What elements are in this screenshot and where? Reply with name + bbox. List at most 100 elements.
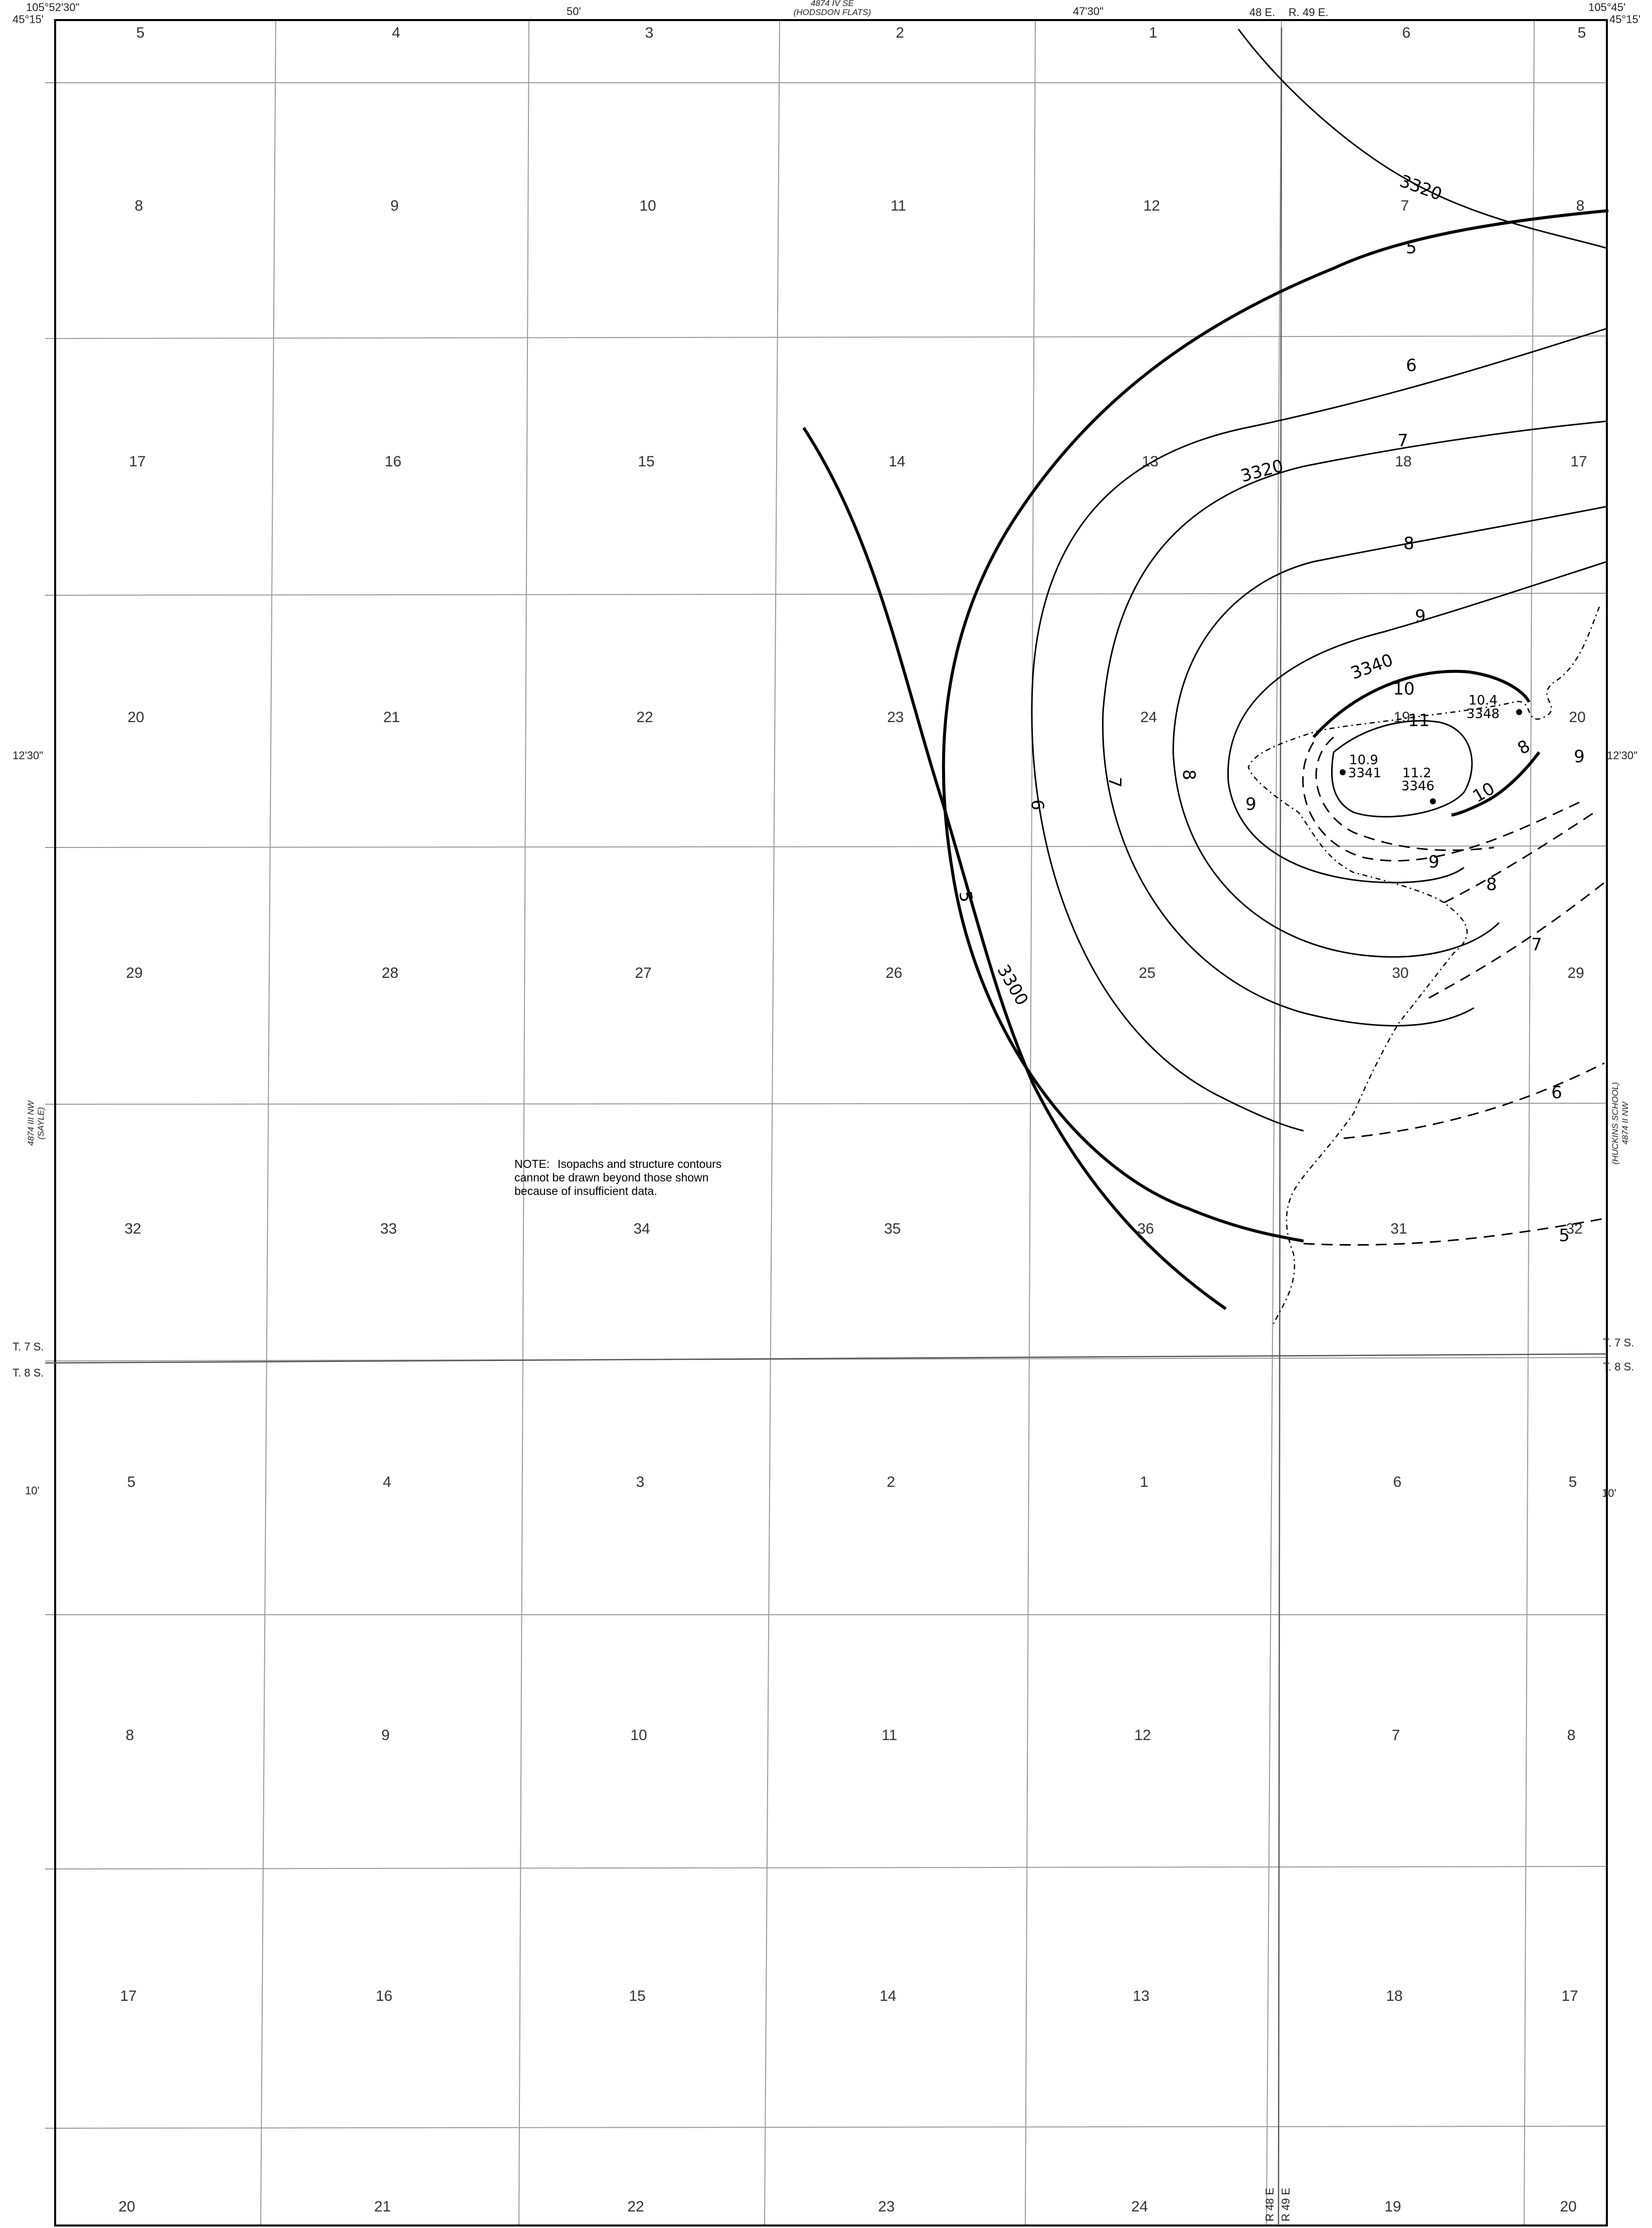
section-line-vertical [1266, 20, 1282, 2226]
isopach-9 [1227, 561, 1607, 884]
range-bottom-right: R 49 E [1279, 2188, 1292, 2221]
section-line-horizontal [45, 1357, 1607, 1361]
label-iso-6: 6 [1406, 356, 1417, 376]
section-number: 23 [887, 709, 903, 726]
township-left-upper: T. 7 S. [13, 1340, 44, 1353]
section-number: 17 [120, 1988, 136, 2004]
section-number: 11 [881, 1727, 897, 1744]
section-number: 34 [633, 1221, 650, 1237]
label-iso-6-south: 6 [1551, 1083, 1562, 1103]
section-number: 5 [136, 25, 145, 41]
section-number: 1 [1149, 25, 1158, 41]
inferred-contour-5 [1303, 1218, 1605, 1246]
well-3: 11.2 3346 [1401, 766, 1436, 804]
section-number: 28 [382, 965, 398, 981]
section-number: 20 [1569, 709, 1585, 726]
section-number: 33 [380, 1221, 397, 1237]
section-line-horizontal [45, 2126, 1607, 2129]
label-iso-6-west: 6 [1027, 799, 1047, 810]
label-iso-9-west: 9 [1245, 794, 1256, 814]
section-number: 6 [1402, 25, 1411, 41]
left-tick-1230: 12'30" [13, 749, 43, 762]
well-2-elevation: 3341 [1348, 766, 1381, 781]
section-number: 9 [382, 1727, 390, 1744]
corner-top-left-lat: 45°15' [13, 13, 44, 26]
section-number: 29 [1567, 965, 1584, 981]
section-number: 11 [890, 198, 906, 214]
well-1: 10.4 3348 [1466, 693, 1522, 722]
section-number: 22 [627, 2198, 644, 2215]
section-number: 24 [1140, 709, 1157, 726]
section-line-horizontal [45, 1866, 1607, 1869]
township-right-upper: T. 7 S. [1603, 1336, 1634, 1349]
label-iso-9-south: 9 [1428, 852, 1439, 872]
right-tick-1230: 12'30" [1607, 749, 1637, 762]
label-3340: 3340 [1348, 650, 1396, 683]
left-tick-10: 10' [25, 1484, 40, 1497]
township-left-lower: T. 8 S. [13, 1366, 44, 1379]
township-right-lower: T. 8 S. [1603, 1360, 1634, 1373]
section-number: 9 [391, 198, 399, 214]
well-1-symbol [1516, 709, 1522, 715]
section-number: 3 [645, 25, 654, 41]
section-number: 8 [135, 198, 143, 214]
section-number: 10 [630, 1727, 647, 1744]
section-number: 15 [629, 1988, 645, 2004]
well-2-symbol [1340, 769, 1346, 775]
section-number: 4 [383, 1474, 392, 1490]
section-number: 3 [636, 1474, 645, 1490]
section-number: 14 [879, 1988, 896, 2004]
label-iso-5: 5 [1406, 238, 1417, 258]
section-number: 5 [127, 1474, 136, 1490]
well-2-thickness: 10.9 [1349, 753, 1378, 768]
section-number: 17 [129, 453, 145, 470]
section-number: 2 [887, 1474, 895, 1490]
corner-top-left-lon: 105°52'30" [26, 1, 79, 14]
section-number: 20 [118, 2198, 135, 2215]
section-number: 5 [1569, 1474, 1577, 1490]
section-number: 32 [124, 1221, 141, 1237]
label-iso-11: 11 [1408, 711, 1429, 731]
section-number: 21 [374, 2198, 391, 2215]
inferred-contour-6 [1343, 1062, 1605, 1139]
label-iso-5-west: 5 [955, 890, 976, 904]
section-number: 2 [896, 25, 904, 41]
data-limit-line [1247, 606, 1600, 1324]
isopach-11 [1331, 720, 1473, 818]
section-number: 17 [1570, 453, 1587, 470]
section-number: 17 [1561, 1988, 1578, 2004]
section-number: 23 [878, 2198, 894, 2215]
section-number: 14 [888, 453, 905, 470]
section-number: 21 [383, 709, 400, 726]
corner-top-right-lat: 45°15' [1609, 13, 1640, 26]
isopach-7 [1102, 420, 1607, 1026]
section-line-vertical [764, 20, 780, 2226]
label-iso-10-south: 10 [1470, 778, 1498, 806]
range-top-left: 48 E. [1249, 6, 1275, 19]
section-line-vertical [1524, 20, 1535, 2226]
adjoining-left-line2: (SAYLE) [36, 1107, 46, 1140]
map-note: NOTE: Isopachs and structure contours can… [514, 1157, 755, 1198]
range-top-right: R. 49 E. [1289, 6, 1328, 19]
section-line-vertical [518, 20, 529, 2226]
top-tick-50: 50' [567, 5, 581, 18]
well-data-points: 10.4 3348 10.9 3341 11.2 3346 [1340, 693, 1522, 804]
label-iso-10: 10 [1393, 679, 1414, 699]
well-3-thickness: 11.2 [1402, 766, 1431, 781]
section-number: 7 [1401, 198, 1409, 214]
well-3-elevation: 3346 [1401, 779, 1434, 794]
section-number: 5 [1578, 25, 1586, 41]
section-number: 30 [1392, 965, 1408, 981]
isopach-8 [1172, 505, 1607, 958]
note-lead: NOTE: [514, 1157, 550, 1170]
corner-top-right-lon: 105°45' [1588, 1, 1625, 14]
section-number: 1 [1140, 1474, 1149, 1490]
section-number: 12 [1134, 1727, 1151, 1744]
section-grid [45, 20, 1607, 2226]
section-line-horizontal [45, 845, 1607, 848]
township-boundary [45, 1353, 1607, 1364]
label-3300: 3300 [993, 961, 1032, 1009]
label-iso-7-south: 7 [1531, 935, 1542, 955]
section-number: 4 [392, 25, 401, 41]
